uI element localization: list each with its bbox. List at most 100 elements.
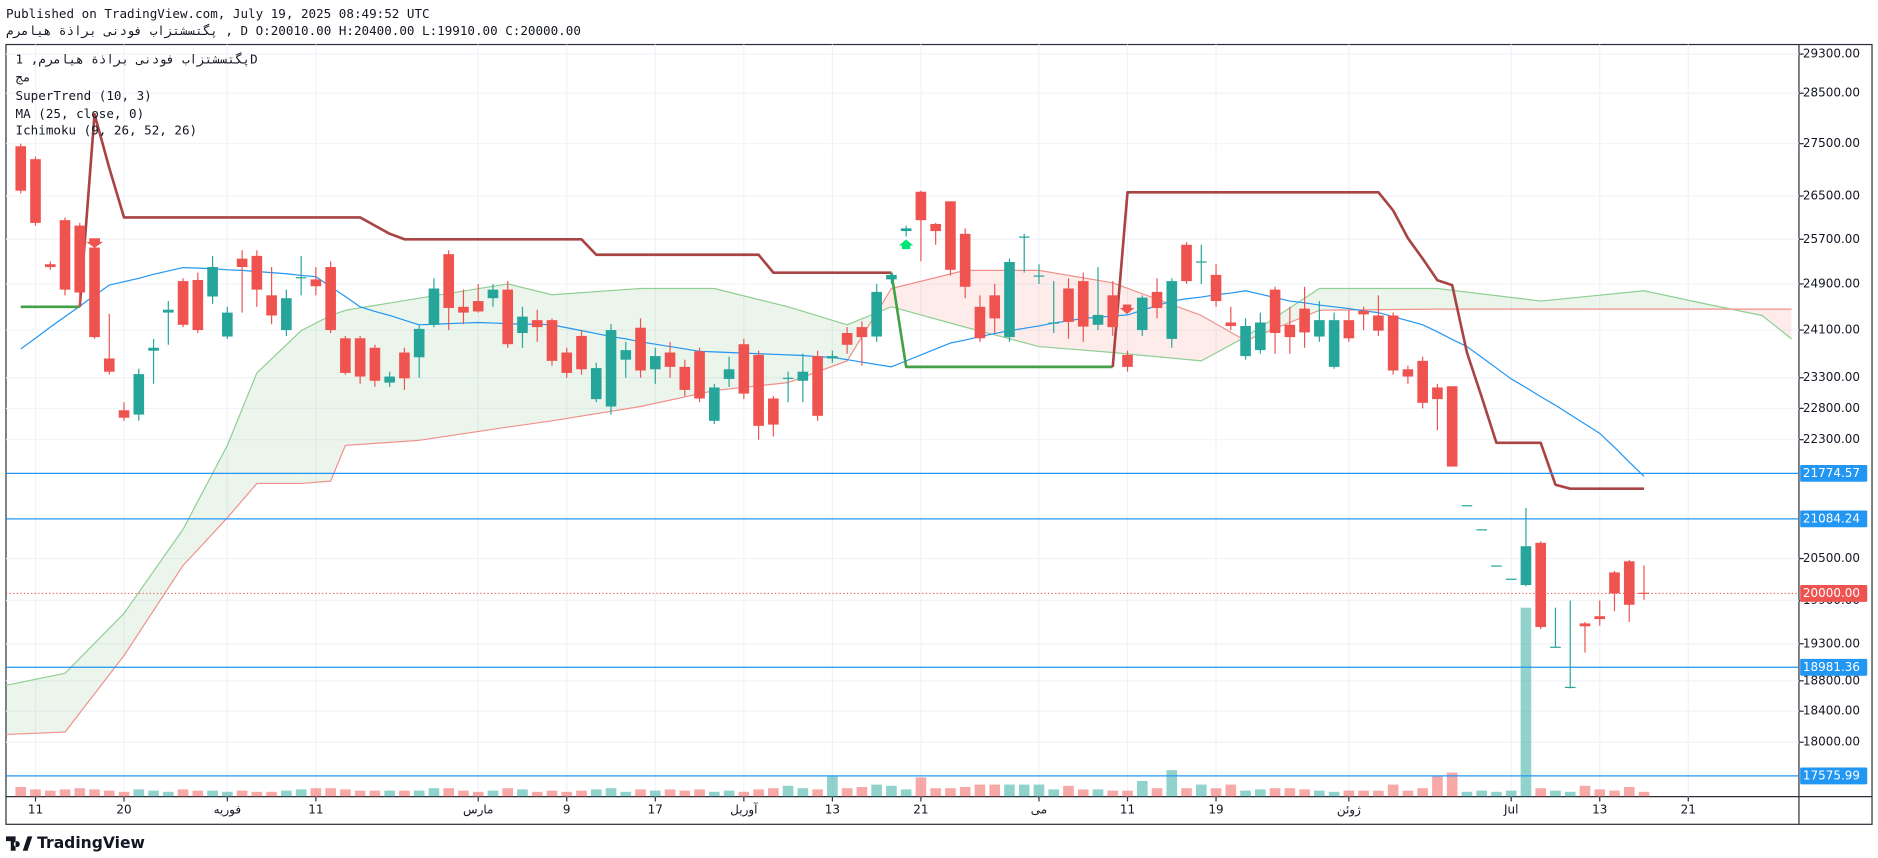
candle-body — [1004, 261, 1015, 338]
candle-body — [1550, 646, 1561, 648]
volume-bar — [89, 789, 100, 797]
candle-body — [576, 335, 587, 370]
x-tick-label: 21 — [913, 802, 928, 816]
sell-signal — [1119, 304, 1135, 315]
published-line: Published on TradingView.com, July 19, 2… — [6, 6, 430, 21]
volume-bar — [1048, 789, 1060, 797]
y-tick-label: 28500.00 — [1803, 86, 1860, 100]
candle-body — [1151, 291, 1163, 308]
y-tick-label: 20500.00 — [1803, 551, 1860, 565]
cloud-fill — [1112, 282, 1202, 361]
cloud-fill — [1540, 290, 1645, 310]
volume-bar — [517, 789, 528, 797]
candle-body — [192, 279, 204, 331]
quote-line: پگتسشتزاب فودنی براذة هیامرم , D O:20010… — [6, 23, 581, 39]
candle-body — [207, 267, 218, 297]
volume-bar — [1122, 790, 1133, 797]
candle-body — [1579, 623, 1591, 627]
plot-area — [5, 112, 1799, 797]
candle-body — [1299, 308, 1310, 333]
candle-body — [738, 344, 750, 394]
volume-bar — [531, 791, 543, 797]
signals — [86, 238, 1135, 315]
volume-bar — [871, 784, 882, 797]
volume-bar — [989, 784, 1001, 797]
candle-body — [531, 320, 543, 328]
cloud-fill — [301, 315, 331, 484]
candle-body — [812, 356, 823, 416]
volume-bar — [103, 790, 115, 797]
volume-bar — [1564, 791, 1576, 797]
volume-bar — [1314, 790, 1325, 797]
candle-body — [945, 201, 956, 270]
candle-body — [1328, 320, 1340, 367]
volume-bar — [192, 790, 204, 797]
y-tick-label: 23300.00 — [1803, 370, 1860, 384]
volume-bar — [177, 789, 189, 797]
volume-bar — [1181, 788, 1192, 797]
volume-bar — [281, 790, 292, 797]
candle-body — [989, 295, 1001, 319]
candle-body — [517, 316, 528, 333]
volume-bar — [1255, 789, 1266, 797]
volume-bar — [576, 790, 587, 797]
chart-frame — [5, 43, 1873, 825]
volume-bar — [1491, 791, 1502, 797]
candle-body — [1314, 320, 1325, 337]
candle-body — [856, 327, 868, 338]
cloud-fill — [256, 330, 302, 484]
candle-body — [649, 356, 661, 370]
y-tick-label: 18000.00 — [1803, 735, 1860, 749]
volume-bar — [1373, 790, 1384, 797]
volume-bar — [1195, 784, 1207, 797]
volume-bar — [1210, 788, 1222, 797]
cloud-fill — [551, 288, 641, 421]
grid — [5, 44, 1799, 797]
candle-body — [797, 371, 809, 381]
candle-body — [1048, 322, 1060, 324]
y-tick-label: 18800.00 — [1803, 673, 1860, 687]
volume-bar — [635, 789, 646, 797]
candle-body — [1432, 387, 1443, 400]
candle-body — [59, 220, 71, 290]
brand: TradingView — [5, 834, 145, 852]
candle-body — [1358, 310, 1369, 315]
volume-bar — [1033, 784, 1045, 797]
candle-body — [89, 247, 100, 338]
volume-bar — [163, 791, 174, 797]
candle-body — [694, 351, 705, 399]
volume-bar — [679, 790, 691, 797]
volume-bar — [1077, 789, 1089, 797]
volume-bar — [1240, 790, 1251, 797]
volume-bar — [236, 790, 248, 797]
volume-bar — [1417, 788, 1428, 797]
cloud-fill — [1038, 270, 1113, 353]
volume-bar — [1550, 790, 1561, 797]
candle-body — [502, 289, 514, 345]
volume-bar — [1535, 788, 1547, 797]
volume-bar — [605, 788, 617, 797]
x-tick-label: 20 — [116, 802, 131, 816]
volume-bar — [1018, 784, 1030, 797]
cloud-fill — [345, 298, 420, 446]
volume-bar — [133, 789, 145, 797]
volume-bar — [295, 789, 307, 797]
candle-body — [782, 377, 794, 379]
volume-bar — [384, 790, 395, 797]
candle-body — [827, 356, 838, 359]
volume-bar — [1343, 790, 1355, 797]
candle-body — [236, 258, 248, 268]
volume-bar — [1623, 787, 1635, 797]
y-tick-label: 22800.00 — [1803, 401, 1860, 415]
candle-body — [251, 255, 263, 290]
volume-bar — [709, 791, 720, 797]
y-tick-label: 24900.00 — [1803, 276, 1860, 290]
candle-body — [561, 352, 573, 373]
volume-bar — [649, 790, 661, 797]
volume-bar — [1225, 784, 1237, 797]
candle-body — [1564, 686, 1576, 689]
volume-bar — [841, 788, 853, 797]
volume-bar — [856, 787, 868, 797]
candle-body — [1225, 322, 1237, 326]
